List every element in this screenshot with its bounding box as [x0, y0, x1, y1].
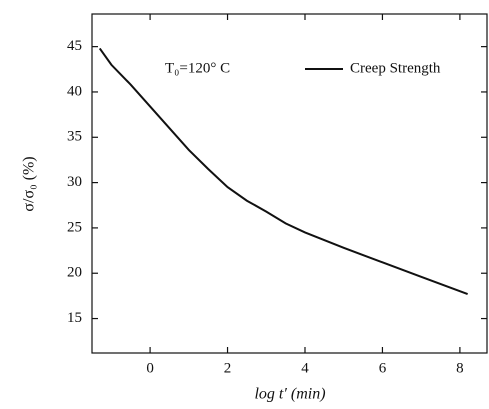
y-tick-label: 35	[67, 129, 82, 145]
y-tick-label: 15	[67, 310, 82, 326]
y-tick-label: 25	[67, 219, 82, 235]
data-line	[98, 47, 468, 296]
x-axis-label: log t′ (min)	[254, 386, 325, 403]
x-tick-label: 6	[379, 360, 387, 376]
legend-label: Creep Strength	[350, 60, 441, 76]
y-axis-label: σ/σ₀ (%)	[21, 156, 38, 211]
x-tick-label: 2	[224, 360, 232, 376]
plot-frame	[91, 13, 488, 354]
x-tick-label: 8	[456, 360, 464, 376]
y-tick-label: 40	[67, 83, 82, 99]
y-tick-label: 20	[67, 265, 82, 281]
annotation: T₀=120° C	[165, 60, 230, 76]
y-tick-label: 45	[67, 38, 82, 54]
x-tick-label: 4	[301, 360, 309, 376]
x-tick-label: 0	[146, 360, 154, 376]
y-tick-label: 30	[67, 174, 82, 190]
